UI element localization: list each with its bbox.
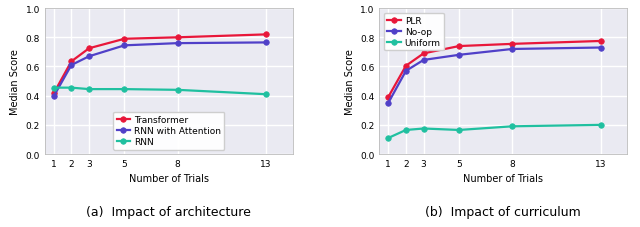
Line: RNN: RNN: [51, 86, 269, 98]
No-op: [597, 47, 605, 50]
Line: PLR: PLR: [385, 39, 604, 101]
Uniform: [402, 129, 410, 132]
Transformer: [173, 37, 181, 39]
RNN: [120, 88, 128, 91]
Transformer: [262, 34, 270, 37]
RNN with Attention: [67, 64, 75, 67]
Line: Transformer: Transformer: [51, 32, 269, 97]
Text: (a)  Impact of architecture: (a) Impact of architecture: [86, 205, 251, 218]
Uniform: [385, 137, 392, 140]
RNN with Attention: [85, 56, 93, 58]
Line: No-op: No-op: [385, 46, 604, 106]
Line: Uniform: Uniform: [385, 123, 604, 141]
Uniform: [420, 128, 428, 130]
X-axis label: Number of Trials: Number of Trials: [463, 174, 543, 184]
Legend: PLR, No-op, Uniform: PLR, No-op, Uniform: [384, 14, 444, 51]
No-op: [508, 48, 516, 51]
RNN with Attention: [50, 96, 58, 98]
Transformer: [120, 38, 128, 41]
Y-axis label: Median Score: Median Score: [10, 49, 20, 114]
RNN with Attention: [120, 45, 128, 47]
RNN: [173, 89, 181, 92]
Transformer: [67, 61, 75, 64]
Transformer: [50, 93, 58, 95]
X-axis label: Number of Trials: Number of Trials: [129, 174, 209, 184]
RNN: [85, 88, 93, 91]
PLR: [402, 65, 410, 68]
Text: (b)  Impact of curriculum: (b) Impact of curriculum: [426, 205, 581, 218]
RNN: [262, 94, 270, 96]
Uniform: [508, 125, 516, 128]
PLR: [385, 96, 392, 99]
Line: RNN with Attention: RNN with Attention: [51, 40, 269, 100]
Legend: Transformer, RNN with Attention, RNN: Transformer, RNN with Attention, RNN: [113, 112, 225, 150]
PLR: [508, 43, 516, 46]
No-op: [385, 102, 392, 105]
PLR: [597, 40, 605, 43]
PLR: [420, 53, 428, 55]
PLR: [455, 45, 463, 48]
RNN with Attention: [173, 43, 181, 45]
No-op: [455, 54, 463, 57]
No-op: [402, 70, 410, 73]
RNN: [67, 87, 75, 90]
Uniform: [597, 124, 605, 127]
RNN: [50, 87, 58, 90]
RNN with Attention: [262, 42, 270, 44]
Uniform: [455, 129, 463, 132]
Transformer: [85, 48, 93, 50]
Y-axis label: Median Score: Median Score: [344, 49, 355, 114]
No-op: [420, 59, 428, 62]
